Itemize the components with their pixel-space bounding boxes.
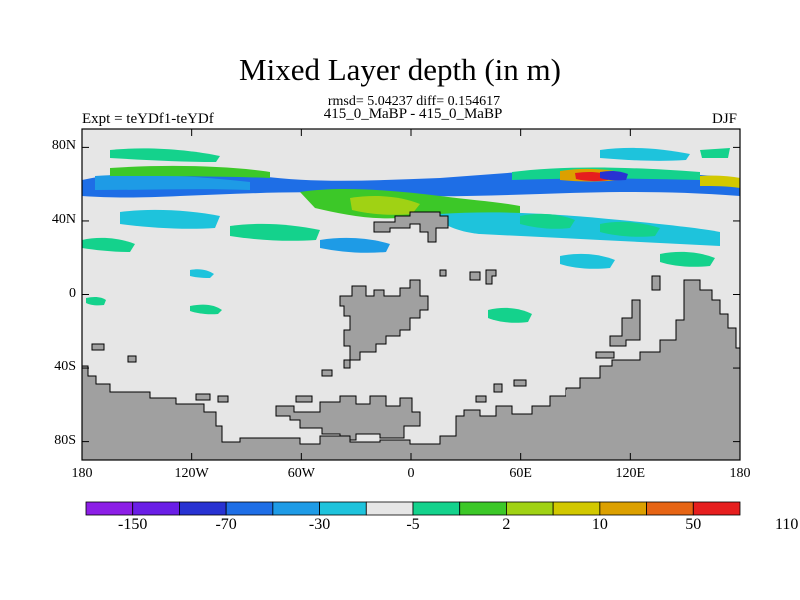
colorbar-swatch: [85, 501, 134, 516]
land-masses: [81, 211, 741, 461]
x-tick-label: 120W: [174, 466, 209, 481]
map-ticks: [81, 129, 741, 460]
y-tick-label: 40S: [54, 359, 76, 375]
y-tick-label: 80S: [54, 432, 76, 448]
x-tick-label: 180: [71, 466, 93, 481]
experiment-label: Expt = teYDf1-teYDf: [82, 111, 214, 127]
colorbar-swatch: [225, 501, 274, 516]
x-tick-label: 120E: [615, 466, 646, 481]
colorbar-swatch: [646, 501, 694, 516]
colorbar-label: -5: [406, 516, 420, 533]
x-tick-label: 60W: [287, 466, 315, 481]
colorbar-swatch: [132, 501, 180, 516]
colorbar-swatch: [506, 501, 554, 516]
x-tick-label: 0: [407, 466, 415, 481]
colorbar-label: -70: [215, 516, 237, 533]
x-tick-label: 60E: [509, 466, 532, 481]
colorbar-label: -150: [118, 516, 148, 533]
anomaly-field: [82, 147, 740, 323]
season-label: DJF: [712, 111, 738, 127]
y-tick-label: 40N: [51, 211, 76, 227]
colorbar-swatch: [179, 501, 227, 516]
plot-title: Mixed Layer depth (in m): [239, 52, 561, 87]
colorbar-swatch: [599, 501, 647, 516]
stats-line: rmsd= 5.04237 diff= 0.154617: [327, 94, 501, 109]
colorbar-swatch: [272, 501, 320, 516]
colorbar-swatch: [365, 501, 414, 516]
colorbar-swatch: [459, 501, 507, 516]
colorbar-label: 2: [502, 516, 511, 533]
colorbar-label: -30: [308, 516, 331, 533]
x-tick-label: 180: [729, 466, 751, 481]
colorbar-swatch: [412, 501, 461, 516]
colorbar-swatch: [319, 501, 367, 516]
colorbar-label: 10: [591, 516, 608, 533]
colorbar-label: 50: [685, 516, 702, 533]
colorbar-label: 110: [775, 516, 799, 533]
colorbar-swatch: [552, 501, 601, 516]
y-tick-label: 0: [69, 285, 76, 301]
colorbar-swatch: [692, 501, 741, 516]
case-label: 415_0_MaBP - 415_0_MaBP: [323, 106, 503, 122]
colorbar: [85, 501, 741, 516]
y-tick-label: 80N: [51, 138, 76, 154]
